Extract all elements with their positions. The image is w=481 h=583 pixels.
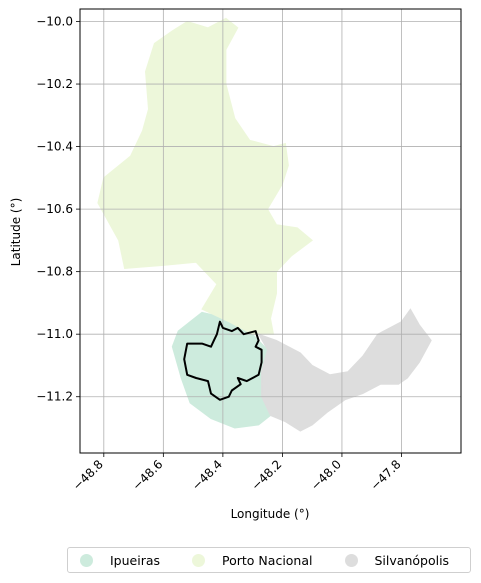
x-tick-label: −48.8 <box>70 457 106 493</box>
plot-frame <box>79 8 462 454</box>
y-axis-label: Latitude (°) <box>9 198 23 267</box>
y-tick-label: −10.6 <box>36 202 73 216</box>
region-porto-nacional <box>97 17 314 335</box>
regions-layer <box>97 17 432 432</box>
legend-swatch-ipueiras <box>80 553 93 567</box>
y-tick-label: −10.0 <box>36 15 73 29</box>
y-tick-label: −11.0 <box>36 327 73 341</box>
legend-label-silvanopolis: Silvanópolis <box>374 552 450 568</box>
legend-item-silvanopolis: Silvanópolis <box>344 552 450 568</box>
x-axis-label: Longitude (°) <box>231 507 310 521</box>
region-ipueiras <box>171 311 272 429</box>
x-tick-label: −48.0 <box>308 457 344 493</box>
legend-swatch-silvanopolis <box>344 553 358 567</box>
x-tick-label: −47.8 <box>368 457 404 493</box>
legend: Ipueiras Porto Nacional Silvanópolis <box>67 547 471 573</box>
gridlines <box>80 9 461 453</box>
x-tick-label: −48.4 <box>189 457 225 493</box>
boundary-layer <box>183 320 263 401</box>
legend-label-ipueiras: Ipueiras <box>110 552 161 568</box>
y-tick-label: −10.4 <box>36 140 73 154</box>
legend-label-porto-nacional: Porto Nacional <box>222 552 313 568</box>
legend-swatch-porto-nacional <box>192 553 206 567</box>
x-tick-label: −48.2 <box>249 457 285 493</box>
legend-item-ipueiras: Ipueiras <box>80 553 160 568</box>
y-tick-label: −11.2 <box>36 390 73 404</box>
x-tick-label: −48.6 <box>130 457 166 493</box>
boundary-outline <box>183 320 263 401</box>
y-tick-label: −10.2 <box>36 77 73 91</box>
legend-item-porto-nacional: Porto Nacional <box>192 552 313 568</box>
region-silvanopolis <box>257 308 432 432</box>
y-tick-label: −10.8 <box>36 265 73 279</box>
